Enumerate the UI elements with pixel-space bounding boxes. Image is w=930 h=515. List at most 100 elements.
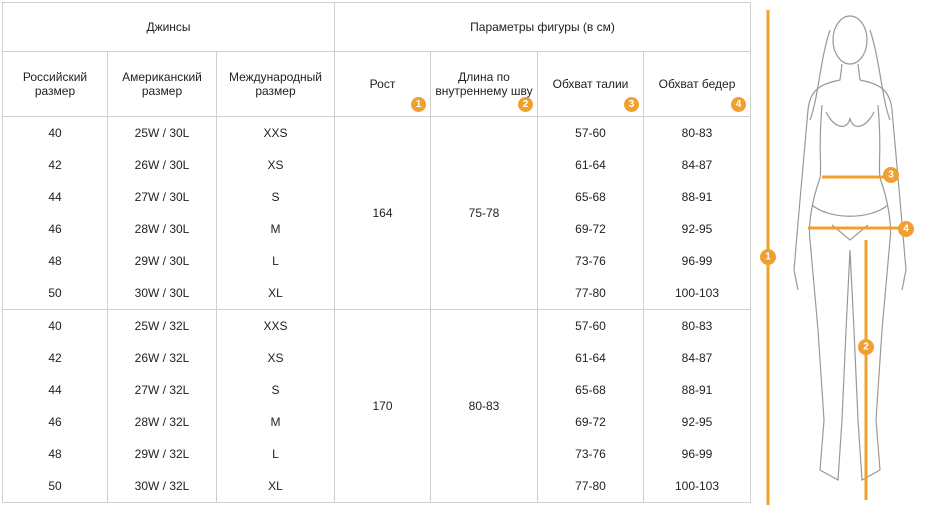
cell: 73-76 bbox=[537, 245, 644, 277]
cell: 100-103 bbox=[642, 470, 752, 503]
cell: 40 bbox=[2, 116, 108, 149]
cell: 30W / 32L bbox=[107, 470, 217, 503]
height-cell: 170 bbox=[334, 309, 431, 503]
table-row: 44 27W / 30L S 65-68 88-91 bbox=[2, 181, 752, 213]
cell: 25W / 30L bbox=[107, 116, 217, 149]
cell: M bbox=[216, 406, 335, 438]
cell: 50 bbox=[2, 470, 108, 503]
cell: 84-87 bbox=[642, 149, 752, 181]
cell: 92-95 bbox=[642, 406, 752, 438]
cell: S bbox=[216, 181, 335, 213]
column-label: Международный размер bbox=[228, 70, 323, 98]
marker-label: 2 bbox=[863, 342, 869, 353]
table-row: 42 26W / 32L XS 61-64 84-87 bbox=[2, 342, 752, 374]
badge: 4 bbox=[731, 97, 747, 112]
cell: 96-99 bbox=[642, 245, 752, 277]
table-row: 46 28W / 30L M 69-72 92-95 bbox=[2, 213, 752, 245]
column-label: Американский размер bbox=[122, 70, 202, 98]
cell: 48 bbox=[2, 438, 108, 470]
column-header: Рост 1 bbox=[334, 51, 431, 117]
marker bbox=[898, 221, 914, 237]
marker-label: 1 bbox=[765, 252, 771, 263]
badge: 2 bbox=[518, 97, 533, 112]
table-row: 50 30W / 32L XL 77-80 100-103 bbox=[2, 470, 752, 503]
cell: 69-72 bbox=[537, 406, 644, 438]
cell: XL bbox=[216, 277, 335, 310]
group-header: Джинсы bbox=[2, 2, 335, 52]
table-row: 44 27W / 32L S 65-68 88-91 bbox=[2, 374, 752, 406]
cell: 26W / 32L bbox=[107, 342, 217, 374]
column-header-row: Российский размер Американский размер Межд… bbox=[2, 51, 752, 117]
marker bbox=[883, 167, 899, 183]
table-row: 46 28W / 32L M 69-72 92-95 bbox=[2, 406, 752, 438]
cell: S bbox=[216, 374, 335, 406]
cell: 44 bbox=[2, 374, 108, 406]
markers: 1 2 3 4 bbox=[760, 167, 914, 355]
cell: 46 bbox=[2, 213, 108, 245]
column-header: Обхват талии 3 bbox=[537, 51, 644, 117]
cell: 25W / 32L bbox=[107, 309, 217, 342]
cell: L bbox=[216, 438, 335, 470]
cell: 77-80 bbox=[537, 277, 644, 310]
marker-label: 3 bbox=[888, 170, 894, 181]
table-row: 40 25W / 32L XXS 170 80-83 57-60 80-83 bbox=[2, 309, 752, 503]
cell: 48 bbox=[2, 245, 108, 277]
marker-label: 4 bbox=[903, 224, 909, 235]
column-label: Обхват талии bbox=[552, 77, 629, 91]
cell: 29W / 32L bbox=[107, 438, 217, 470]
cell: 73-76 bbox=[537, 438, 644, 470]
column-header: Международный размер bbox=[216, 51, 335, 117]
cell: 42 bbox=[2, 149, 108, 181]
cell: 61-64 bbox=[537, 342, 644, 374]
column-label: Длина по внутреннему шву bbox=[435, 70, 533, 98]
group-header: Параметры фигуры (в см) bbox=[333, 2, 752, 52]
column-label: Обхват бедер bbox=[658, 77, 736, 91]
cell: 61-64 bbox=[537, 149, 644, 181]
cell: 42 bbox=[2, 342, 108, 374]
cell: 28W / 32L bbox=[107, 406, 217, 438]
cell: 26W / 30L bbox=[107, 149, 217, 181]
cell: 80-83 bbox=[642, 309, 752, 342]
cell: 28W / 30L bbox=[107, 213, 217, 245]
cell: XXS bbox=[216, 116, 335, 149]
column-header: Американский размер bbox=[107, 51, 217, 117]
table-row: 42 26W / 30L XS 61-64 84-87 bbox=[2, 149, 752, 181]
cell: M bbox=[216, 213, 335, 245]
table-row: 40 25W / 30L XXS 164 75-78 57-60 80-83 bbox=[2, 116, 752, 310]
cell: 80-83 bbox=[642, 116, 752, 149]
cell: 46 bbox=[2, 406, 108, 438]
badge: 3 bbox=[624, 97, 639, 112]
cell: 88-91 bbox=[642, 181, 752, 213]
cell: 27W / 30L bbox=[107, 181, 217, 213]
marker bbox=[760, 249, 776, 265]
cell: 65-68 bbox=[537, 374, 644, 406]
cell: XXS bbox=[216, 309, 335, 342]
cell: 30W / 30L bbox=[107, 277, 217, 310]
cell: L bbox=[216, 245, 335, 277]
size-table: Джинсы Параметры фигуры (в см) Российский … bbox=[2, 2, 752, 503]
table-body: Джинсы Параметры фигуры (в см) Российский … bbox=[2, 2, 752, 503]
cell: 29W / 30L bbox=[107, 245, 217, 277]
cell: 57-60 bbox=[537, 116, 644, 149]
cell: 40 bbox=[2, 309, 108, 342]
cell: 96-99 bbox=[642, 438, 752, 470]
table-row: 48 29W / 32L L 73-76 96-99 bbox=[2, 438, 752, 470]
cell: 57-60 bbox=[537, 309, 644, 342]
cell: 84-87 bbox=[642, 342, 752, 374]
cell: 69-72 bbox=[537, 213, 644, 245]
cell: 65-68 bbox=[537, 181, 644, 213]
inseam-cell: 75-78 bbox=[430, 116, 538, 310]
table-row: 48 29W / 30L L 73-76 96-99 bbox=[2, 245, 752, 277]
figure: 1 2 3 4 bbox=[760, 10, 914, 505]
column-label: Рост bbox=[369, 77, 396, 91]
column-header: Длина по внутреннему шву 2 bbox=[430, 51, 538, 117]
group-header-row: Джинсы Параметры фигуры (в см) bbox=[2, 2, 752, 52]
cell: 50 bbox=[2, 277, 108, 310]
cell: 92-95 bbox=[642, 213, 752, 245]
cell: 77-80 bbox=[537, 470, 644, 503]
column-header: Российский размер bbox=[2, 51, 108, 117]
cell: 88-91 bbox=[642, 374, 752, 406]
cell: XL bbox=[216, 470, 335, 503]
inseam-cell: 80-83 bbox=[430, 309, 538, 503]
